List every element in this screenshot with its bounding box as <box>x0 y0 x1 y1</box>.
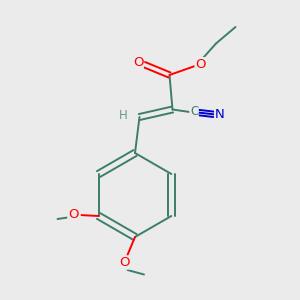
Text: C: C <box>190 105 198 119</box>
Text: H: H <box>118 109 127 122</box>
Text: O: O <box>195 58 206 71</box>
Text: O: O <box>68 208 78 221</box>
Text: O: O <box>133 56 143 69</box>
Text: O: O <box>119 256 130 269</box>
Text: N: N <box>215 108 224 121</box>
